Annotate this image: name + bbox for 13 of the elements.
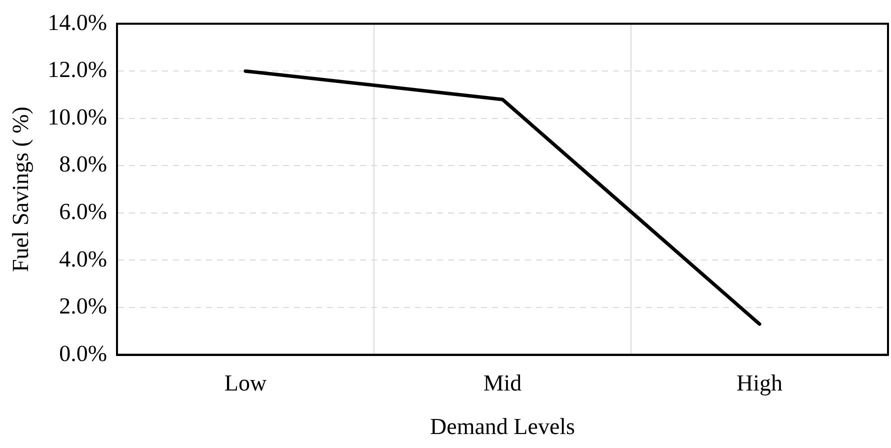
y-tick-label: 14.0% bbox=[48, 10, 108, 35]
y-tick-label: 0.0% bbox=[59, 340, 108, 366]
y-tick-label: 8.0% bbox=[59, 152, 108, 177]
y-tick-label: 10.0% bbox=[48, 104, 108, 130]
x-axis-title: Demand Levels bbox=[430, 414, 576, 440]
x-tick-label: High bbox=[736, 370, 783, 396]
x-tick-label: Low bbox=[224, 370, 267, 396]
y-axis-title: Fuel Savings ( %) bbox=[8, 106, 33, 272]
x-tick-label: Mid bbox=[483, 370, 522, 396]
y-tick-label: 2.0% bbox=[59, 294, 108, 319]
y-tick-label: 4.0% bbox=[59, 246, 108, 272]
y-tick-label: 12.0% bbox=[48, 57, 108, 82]
y-tick-label: 6.0% bbox=[59, 198, 108, 224]
